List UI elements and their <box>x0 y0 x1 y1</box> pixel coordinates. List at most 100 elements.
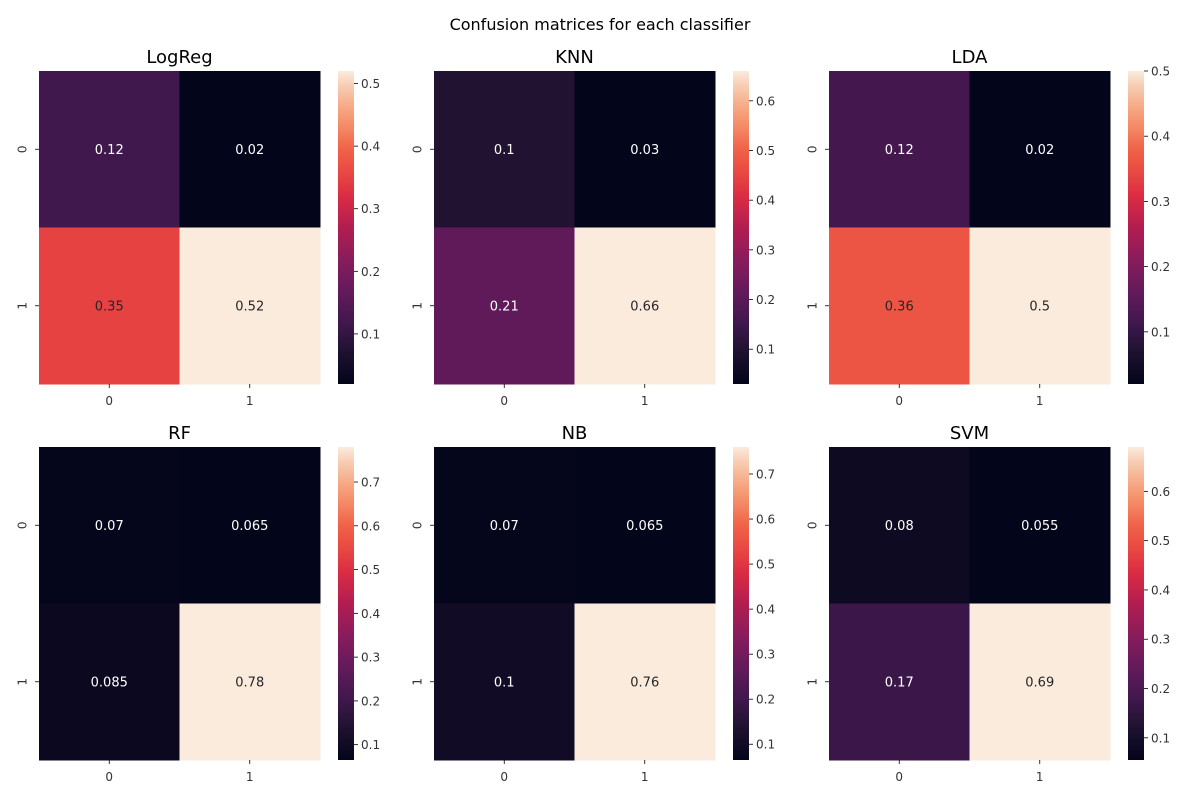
cell-annotation: 0.065 <box>231 519 268 534</box>
cell-annotation: 0.085 <box>91 675 128 690</box>
colorbar-tick-label: 0.1 <box>361 738 380 752</box>
colorbar <box>733 447 749 760</box>
colorbar-tick-label: 0.1 <box>1151 325 1170 339</box>
colorbar-tick-label: 0.2 <box>1151 682 1170 696</box>
x-tick-label: 0 <box>895 770 903 784</box>
colorbar-tick-label: 0.2 <box>756 293 775 307</box>
colorbar-tick-label: 0.1 <box>1151 731 1170 745</box>
cell-annotation: 0.1 <box>494 143 515 158</box>
heatmap-cell <box>179 603 321 761</box>
cell-annotation: 0.69 <box>1025 675 1054 690</box>
colorbar-tick-label: 0.6 <box>1151 485 1170 499</box>
cell-annotation: 0.5 <box>1029 299 1050 314</box>
colorbar-tick-label: 0.2 <box>361 265 380 279</box>
heatmap-cell <box>829 71 970 228</box>
colorbar-tick-label: 0.1 <box>756 738 775 752</box>
y-tick-label: 1 <box>411 678 425 686</box>
colorbar-tick-label: 0.5 <box>361 563 380 577</box>
x-tick-label: 0 <box>500 394 508 408</box>
panel-title: LogReg <box>146 47 212 68</box>
heatmap-cell <box>969 71 1111 228</box>
x-tick-label: 0 <box>105 394 113 408</box>
heatmap-panel-svm: SVM 0.08 0.055 0.17 0.69 0 1 0 1 0.1 0.2 0.3 0.4 0.5 0… <box>806 423 1171 784</box>
heatmap-cell <box>179 71 321 228</box>
colorbar-tick-label: 0.2 <box>1151 260 1170 274</box>
heatmap-panel-lda: LDA 0.12 0.02 0.36 0.5 0 1 0 1 0.1 0.2 0.3 0.4 0.5 <box>806 47 1171 408</box>
colorbar-tick-label: 0.3 <box>756 243 775 257</box>
colorbar-tick-label: 0.4 <box>361 607 380 621</box>
heatmap-cell <box>434 71 575 228</box>
cell-annotation: 0.02 <box>235 143 264 158</box>
colorbar-tick-label: 0.5 <box>1151 65 1170 79</box>
heatmap-cell <box>179 227 321 385</box>
panel-title: NB <box>562 423 588 444</box>
colorbar-tick-label: 0.4 <box>756 194 775 208</box>
cell-annotation: 0.03 <box>630 143 659 158</box>
cell-annotation: 0.065 <box>626 519 663 534</box>
heatmap-cell <box>179 447 321 604</box>
x-tick-label: 1 <box>246 770 254 784</box>
heatmap-cell <box>434 227 575 385</box>
colorbar <box>1128 447 1144 760</box>
colorbar-tick-label: 0.6 <box>361 519 380 533</box>
y-tick-label: 0 <box>806 145 820 153</box>
colorbar-tick-label: 0.5 <box>1151 534 1170 548</box>
cell-annotation: 0.36 <box>885 299 914 314</box>
heatmap-cell <box>39 603 180 761</box>
cell-annotation: 0.17 <box>885 675 914 690</box>
cell-annotation: 0.1 <box>494 675 515 690</box>
x-tick-label: 1 <box>246 394 254 408</box>
panel-title: RF <box>168 423 191 444</box>
colorbar <box>338 447 354 760</box>
heatmap-cell <box>39 447 180 604</box>
colorbar <box>733 71 749 384</box>
heatmap-cell <box>39 71 180 228</box>
heatmap-panel-rf: RF 0.07 0.065 0.085 0.78 0 1 0 1 0.1 0.2 0.3 0.4 0.5 0… <box>16 423 381 784</box>
colorbar-tick-label: 0.2 <box>361 694 380 708</box>
heatmap-cell <box>969 603 1111 761</box>
colorbar-tick-label: 0.4 <box>361 140 380 154</box>
x-tick-label: 1 <box>641 770 649 784</box>
y-tick-label: 0 <box>16 521 30 529</box>
panel-title: KNN <box>555 47 594 68</box>
heatmap-cell <box>39 227 180 385</box>
heatmap-cell <box>574 603 716 761</box>
heatmap-cell <box>829 447 970 604</box>
heatmap-cell <box>434 603 575 761</box>
cell-annotation: 0.07 <box>95 519 124 534</box>
panel-title: LDA <box>952 47 989 68</box>
colorbar-tick-label: 0.3 <box>1151 195 1170 209</box>
cell-annotation: 0.12 <box>885 143 914 158</box>
colorbar-tick-label: 0.2 <box>756 693 775 707</box>
cell-annotation: 0.76 <box>630 675 659 690</box>
y-tick-label: 1 <box>16 678 30 686</box>
cell-annotation: 0.35 <box>95 299 124 314</box>
colorbar-tick-label: 0.5 <box>756 144 775 158</box>
cell-annotation: 0.02 <box>1025 143 1054 158</box>
y-tick-label: 0 <box>411 521 425 529</box>
x-tick-label: 0 <box>895 394 903 408</box>
figure-title: Confusion matrices for each classifier <box>450 15 751 34</box>
y-tick-label: 0 <box>16 145 30 153</box>
colorbar-tick-label: 0.7 <box>756 468 775 482</box>
cell-annotation: 0.52 <box>235 299 264 314</box>
heatmap-panel-knn: KNN 0.1 0.03 0.21 0.66 0 1 0 1 0.1 0.2 0.3 0.4 0.5 0.6 <box>411 47 776 408</box>
y-tick-label: 0 <box>411 145 425 153</box>
x-tick-label: 1 <box>1036 394 1044 408</box>
y-tick-label: 1 <box>16 302 30 310</box>
heatmap-cell <box>434 447 575 604</box>
heatmap-cell <box>969 227 1111 385</box>
colorbar-tick-label: 0.4 <box>756 603 775 617</box>
panel-title: SVM <box>950 423 989 444</box>
colorbar <box>1128 71 1144 384</box>
heatmap-cell <box>574 447 716 604</box>
heatmap-cell <box>829 603 970 761</box>
heatmap-cell <box>574 71 716 228</box>
y-tick-label: 1 <box>806 678 820 686</box>
colorbar-tick-label: 0.3 <box>1151 633 1170 647</box>
colorbar-tick-label: 0.6 <box>756 94 775 108</box>
heatmap-cell <box>969 447 1111 604</box>
cell-annotation: 0.21 <box>490 299 519 314</box>
heatmap-cell <box>829 227 970 385</box>
